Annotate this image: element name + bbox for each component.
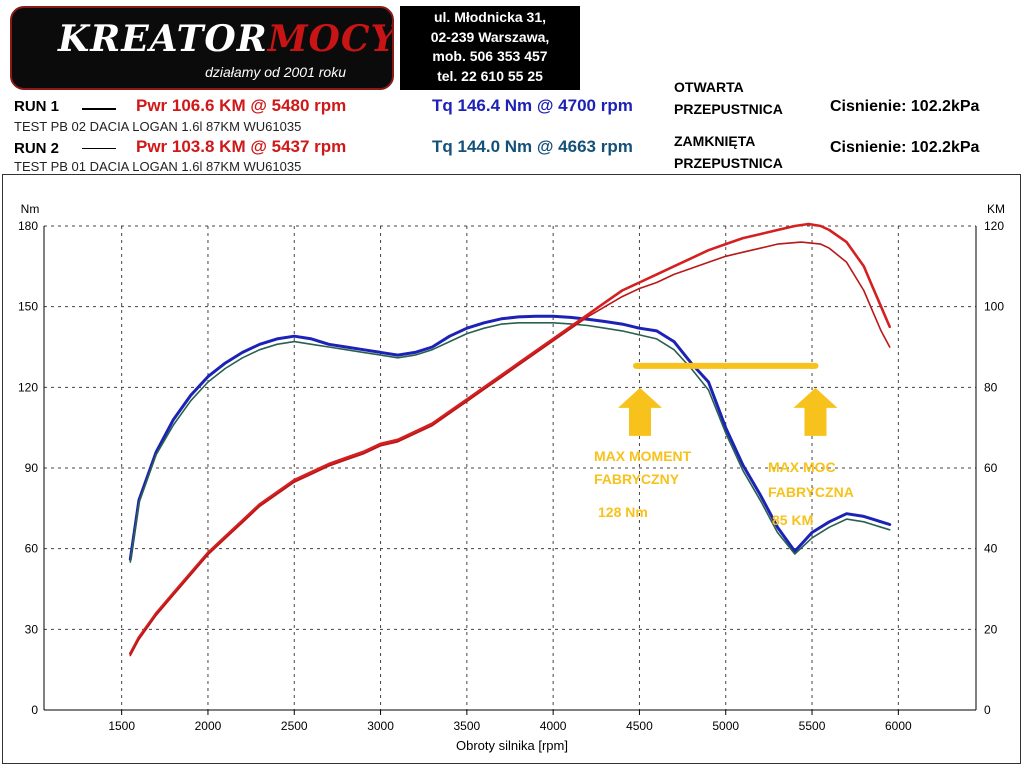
x-tick-label: 3500 — [454, 719, 481, 733]
run2-condition-line2: PRZEPUSTNICA — [674, 155, 783, 171]
max-torque-arrow — [617, 387, 662, 436]
phone-line: tel. 22 610 55 25 — [437, 67, 543, 84]
logo-wordmark: KREATORMOCY — [58, 18, 394, 60]
series-group — [128, 222, 892, 657]
x-tick-label: 6000 — [885, 719, 912, 733]
torque-run1-line — [128, 314, 892, 561]
y-right-tick-label: 80 — [984, 380, 998, 394]
x-tick-label: 5000 — [712, 719, 739, 733]
mobile-line: mob. 506 353 457 — [432, 48, 548, 64]
run1-legend-line — [82, 108, 116, 110]
x-axis-label: Obroty silnika [rpm] — [456, 738, 568, 753]
run1-torque: Tq 146.4 Nm @ 4700 rpm — [432, 96, 633, 115]
max-power-label-line1: MAX MOC — [768, 459, 836, 475]
run2-torque: Tq 144.0 Nm @ 4663 rpm — [432, 137, 633, 156]
axes: 1500 2000 2500 3000 3500 4000 4500 5000 5500 6000… — [18, 219, 1004, 733]
max-torque-label-line2: FABRYCZNY — [594, 471, 680, 487]
y-right-tick-label: 60 — [984, 461, 998, 475]
y-right-tick-label: 0 — [984, 703, 991, 717]
run2-condition-line1: ZAMKNIĘTA — [674, 133, 756, 149]
y-right-tick-label: 120 — [984, 219, 1004, 233]
y-axis-left-label: Nm — [21, 202, 40, 216]
chart-frame — [2, 174, 1021, 764]
x-tick-label: 4000 — [540, 719, 567, 733]
y-right-tick-label: 20 — [984, 622, 998, 636]
run1-condition-line2: PRZEPUSTNICA — [674, 101, 783, 117]
x-tick-label: 2500 — [281, 719, 308, 733]
run1-test: TEST PB 02 DACIA LOGAN 1.6l 87KM WU61035 — [14, 119, 302, 134]
y-right-tick-label: 40 — [984, 542, 998, 556]
grid — [44, 225, 976, 710]
y-left-tick-label: 60 — [25, 542, 39, 556]
x-tick-label: 2000 — [195, 719, 222, 733]
run1-condition-line1: OTWARTA — [674, 79, 744, 95]
logo-tagline: działamy od 2001 roku — [205, 64, 346, 80]
brand-logo: KREATORMOCY działamy od 2001 roku — [10, 6, 394, 90]
max-power-value: 85 KM — [772, 512, 813, 528]
run2-pressure: Cisnienie: 102.2kPa — [830, 139, 980, 156]
annotations: MAX MOMENT FABRYCZNY 128 Nm MAX MOC FABRYCZN… — [594, 362, 854, 528]
max-power-label-line2: FABRYCZNA — [768, 484, 854, 500]
run1-pressure: Cisnienie: 102.2kPa — [830, 98, 980, 115]
x-tick-label: 1500 — [108, 719, 135, 733]
y-left-tick-label: 180 — [18, 219, 38, 233]
x-tick-label: 4500 — [626, 719, 653, 733]
y-left-tick-label: 0 — [31, 703, 38, 717]
y-right-tick-label: 100 — [984, 300, 1004, 314]
power-run2-line — [129, 241, 891, 657]
run2-test: TEST PB 01 DACIA LOGAN 1.6l 87KM WU61035 — [14, 159, 302, 174]
max-torque-value: 128 Nm — [598, 504, 648, 520]
y-left-tick-label: 120 — [18, 380, 38, 394]
y-axis-right-label: KM — [987, 202, 1005, 216]
y-left-tick-label: 150 — [18, 300, 38, 314]
max-torque-label-line1: MAX MOMENT — [594, 448, 692, 464]
run1-condition: OTWARTA PRZEPUSTNICA — [674, 76, 783, 120]
run2-power: Pwr 103.8 KM @ 5437 rpm — [136, 137, 347, 156]
y-left-tick-label: 30 — [25, 622, 39, 636]
contact-box: ul. Młodnicka 31, 02-239 Warszawa, mob. … — [400, 6, 580, 90]
x-tick-label: 3000 — [367, 719, 394, 733]
run2-label: RUN 2 — [14, 140, 60, 157]
power-run1-line — [129, 222, 892, 655]
torque-run2-line — [129, 321, 891, 563]
x-tick-label: 5500 — [799, 719, 826, 733]
run2-condition: ZAMKNIĘTA PRZEPUSTNICA — [674, 130, 783, 174]
y-left-tick-label: 90 — [25, 461, 39, 475]
run1-label: RUN 1 — [14, 98, 60, 115]
address-line: ul. Młodnicka 31, — [433, 9, 547, 25]
run1-power: Pwr 106.6 KM @ 5480 rpm — [136, 96, 347, 115]
max-power-arrow — [793, 387, 838, 436]
run2-legend-line — [82, 148, 116, 149]
postal-line: 02-239 Warszawa, — [430, 28, 550, 45]
